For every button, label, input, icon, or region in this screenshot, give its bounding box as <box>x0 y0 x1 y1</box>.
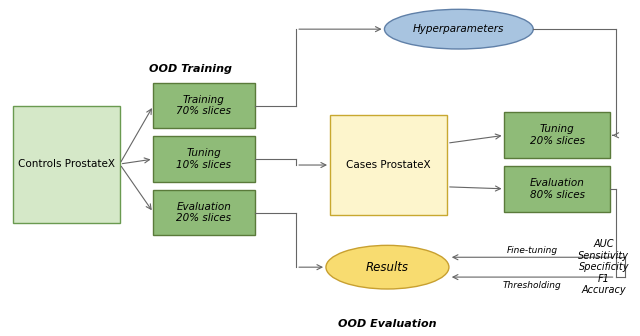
Text: OOD Training: OOD Training <box>149 64 232 74</box>
FancyBboxPatch shape <box>154 83 255 128</box>
Text: Cases ProstateX: Cases ProstateX <box>346 160 431 170</box>
Text: Evaluation
20% slices: Evaluation 20% slices <box>177 202 232 223</box>
Text: Tuning
20% slices: Tuning 20% slices <box>529 124 584 146</box>
Text: Hyperparameters: Hyperparameters <box>413 24 504 34</box>
FancyBboxPatch shape <box>330 116 447 215</box>
FancyBboxPatch shape <box>154 190 255 236</box>
Text: AUC
Sensitivity
Specificity
F1
Accuracy: AUC Sensitivity Specificity F1 Accuracy <box>579 239 629 295</box>
FancyBboxPatch shape <box>154 136 255 182</box>
Text: Fine-tuning: Fine-tuning <box>507 246 558 255</box>
Text: Controls ProstateX: Controls ProstateX <box>18 159 115 169</box>
Text: Tuning
10% slices: Tuning 10% slices <box>177 148 232 170</box>
Ellipse shape <box>326 245 449 289</box>
FancyBboxPatch shape <box>504 166 609 212</box>
Ellipse shape <box>385 9 533 49</box>
Text: Training
70% slices: Training 70% slices <box>177 95 232 116</box>
Text: Evaluation
80% slices: Evaluation 80% slices <box>529 178 584 200</box>
FancyBboxPatch shape <box>13 106 120 222</box>
Text: Results: Results <box>366 261 409 274</box>
Text: OOD Evaluation: OOD Evaluation <box>338 319 436 329</box>
FancyBboxPatch shape <box>504 113 609 158</box>
Text: Thresholding: Thresholding <box>503 281 562 290</box>
